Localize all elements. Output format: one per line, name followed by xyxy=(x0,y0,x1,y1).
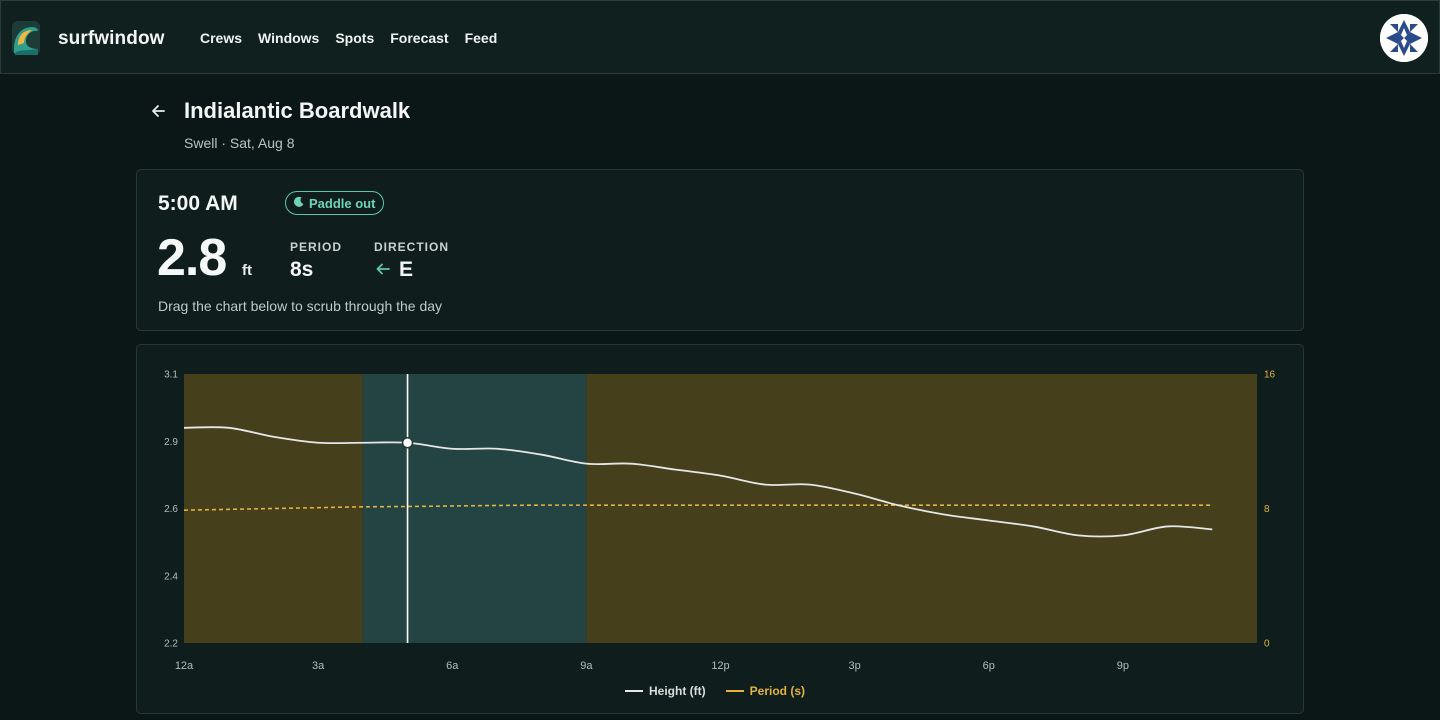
legend-period-swatch xyxy=(725,690,744,692)
brand-name[interactable]: surfwindow xyxy=(58,28,165,49)
nav-feed[interactable]: Feed xyxy=(464,30,498,46)
x-axis-tick-label: 6a xyxy=(446,660,459,672)
right-axis-tick-label: 0 xyxy=(1264,639,1270,650)
legend-height-label: Height (ft) xyxy=(649,684,706,698)
swell-chart-card: 3.1 2.9 2.6 2.4 2.2 16 8 0 12a 3a 6a 9a 12p 3p 6p 9p … xyxy=(136,344,1304,714)
x-axis-tick-label: 9a xyxy=(580,660,593,672)
right-axis-tick-label: 16 xyxy=(1264,370,1276,381)
back-arrow-icon[interactable] xyxy=(148,101,168,121)
selected-time: 5:00 AM xyxy=(158,192,238,215)
wave-logo-icon[interactable] xyxy=(12,21,40,55)
top-bar: surfwindow Crews Windows Spots Forecast … xyxy=(0,0,1440,74)
right-axis-tick-label: 8 xyxy=(1264,504,1270,515)
nav-forecast[interactable]: Forecast xyxy=(390,30,449,46)
legend-period-label: Period (s) xyxy=(749,684,805,698)
left-axis-tick-label: 2.6 xyxy=(164,504,178,515)
window-band-poor xyxy=(184,374,363,643)
left-axis-tick-label: 2.9 xyxy=(164,437,178,448)
period-series-line xyxy=(183,504,1213,511)
main-nav: Crews Windows Spots Forecast Feed xyxy=(200,30,513,46)
nav-windows[interactable]: Windows xyxy=(258,30,320,46)
x-axis-tick-label: 12p xyxy=(711,660,729,672)
swell-chart[interactable]: 3.1 2.9 2.6 2.4 2.2 16 8 0 12a 3a 6a 9a 12p 3p 6p 9p xyxy=(137,345,1305,715)
chart-legend: Height (ft) Period (s) xyxy=(625,684,805,698)
wave-height-value: 2.8 xyxy=(157,229,227,287)
avatar[interactable] xyxy=(1380,14,1428,62)
legend-height-swatch xyxy=(625,690,643,692)
status-badge-label: Paddle out xyxy=(309,195,376,211)
swell-summary-card: 5:00 AM Paddle out 2.8 ft PERIOD 8s DIRE… xyxy=(136,169,1304,331)
period-value: 8s xyxy=(290,258,314,281)
left-axis-tick-label: 2.2 xyxy=(164,639,178,650)
height-series-line xyxy=(183,426,1213,538)
window-band-good xyxy=(362,374,587,643)
direction-label: DIRECTION xyxy=(374,240,449,254)
x-axis-tick-label: 6p xyxy=(983,660,995,672)
nav-crews[interactable]: Crews xyxy=(200,30,243,46)
scrub-cursor-handle[interactable] xyxy=(401,436,414,449)
status-badge: Paddle out xyxy=(285,191,385,215)
x-axis-tick-label: 3p xyxy=(849,660,861,672)
x-axis-tick-label: 3a xyxy=(312,660,325,672)
period-label: PERIOD xyxy=(290,240,343,254)
arrow-left-icon xyxy=(375,262,391,281)
moon-icon xyxy=(293,196,305,211)
left-axis-tick-label: 3.1 xyxy=(164,370,178,381)
legend-height: Height (ft) xyxy=(625,684,706,698)
direction-value: E xyxy=(399,258,414,281)
x-axis-tick-label: 12a xyxy=(175,660,194,672)
nav-spots[interactable]: Spots xyxy=(335,30,375,46)
x-axis-tick-label: 9p xyxy=(1117,660,1129,672)
window-band-poor xyxy=(586,374,1257,643)
scrub-hint: Drag the chart below to scrub through th… xyxy=(158,298,443,314)
wave-height-unit: ft xyxy=(242,262,252,279)
left-axis-tick-label: 2.4 xyxy=(164,571,178,582)
legend-period: Period (s) xyxy=(725,684,805,698)
page-subtitle: Swell · Sat, Aug 8 xyxy=(184,135,295,151)
page-title: Indialantic Boardwalk xyxy=(184,98,411,123)
